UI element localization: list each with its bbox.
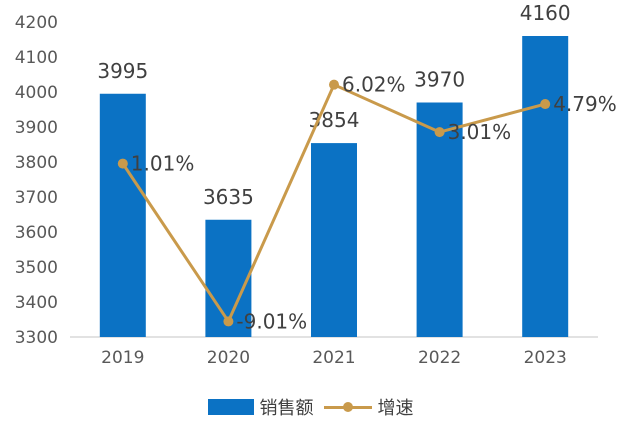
growth-value-label: 4.79% bbox=[553, 92, 617, 116]
bar-value-label: 4160 bbox=[520, 1, 571, 25]
y-tick-label: 3800 bbox=[15, 153, 58, 173]
growth-value-label: -9.01% bbox=[236, 309, 307, 333]
growth-labels: 1.01% -9.01% 6.02% 3.01% 4.79% bbox=[131, 73, 617, 334]
growth-value-label: 6.02% bbox=[342, 73, 406, 97]
y-tick-label: 3500 bbox=[15, 258, 58, 278]
legend-item-growth: 增速 bbox=[323, 394, 414, 420]
legend-bar-swatch bbox=[207, 399, 254, 415]
bar-labels: 3995 3635 3854 3970 4160 bbox=[97, 1, 570, 209]
y-tick-label: 4100 bbox=[15, 48, 58, 68]
x-tick-label: 2022 bbox=[418, 348, 461, 368]
y-tick-label: 3400 bbox=[15, 293, 58, 313]
y-axis-ticks: 3300 3400 3500 3600 3700 3800 3900 4000 4100 4200 bbox=[15, 13, 58, 348]
bar bbox=[522, 36, 569, 337]
growth-point bbox=[329, 79, 339, 90]
x-tick-label: 2021 bbox=[312, 348, 355, 368]
bar bbox=[416, 102, 463, 337]
y-tick-label: 4000 bbox=[15, 83, 58, 103]
x-tick-label: 2020 bbox=[207, 348, 250, 368]
chart: 3300 3400 3500 3600 3700 3800 3900 4000 4100 4200… bbox=[15, 1, 617, 368]
bars bbox=[99, 36, 569, 337]
growth-point bbox=[434, 127, 445, 138]
x-tick-label: 2023 bbox=[524, 348, 567, 368]
legend-label-growth: 增速 bbox=[377, 398, 414, 419]
legend-item-sales: 销售额 bbox=[207, 394, 314, 420]
bar-value-label: 3995 bbox=[97, 59, 148, 83]
y-tick-label: 4200 bbox=[15, 13, 58, 33]
growth-point bbox=[540, 99, 551, 110]
y-tick-label: 3900 bbox=[15, 118, 58, 138]
growth-value-label: 1.01% bbox=[131, 152, 195, 176]
growth-point bbox=[223, 316, 234, 327]
growth-points bbox=[117, 79, 551, 327]
growth-value-label: 3.01% bbox=[448, 120, 512, 144]
y-tick-label: 3600 bbox=[15, 223, 58, 243]
bar bbox=[99, 93, 146, 337]
bar-value-label: 3635 bbox=[203, 185, 254, 209]
x-tick-label: 2019 bbox=[101, 348, 144, 368]
growth-point bbox=[117, 158, 128, 169]
bar-value-label: 3854 bbox=[309, 108, 360, 132]
bar bbox=[311, 143, 357, 337]
legend-line-swatch bbox=[323, 399, 372, 415]
y-tick-label: 3700 bbox=[15, 188, 58, 208]
x-axis-ticks: 2019 2020 2021 2022 2023 bbox=[101, 348, 567, 368]
legend: 销售额 增速 bbox=[0, 394, 621, 420]
legend-label-sales: 销售额 bbox=[259, 398, 314, 419]
y-tick-label: 3300 bbox=[15, 328, 58, 348]
bar-value-label: 3970 bbox=[414, 68, 465, 92]
